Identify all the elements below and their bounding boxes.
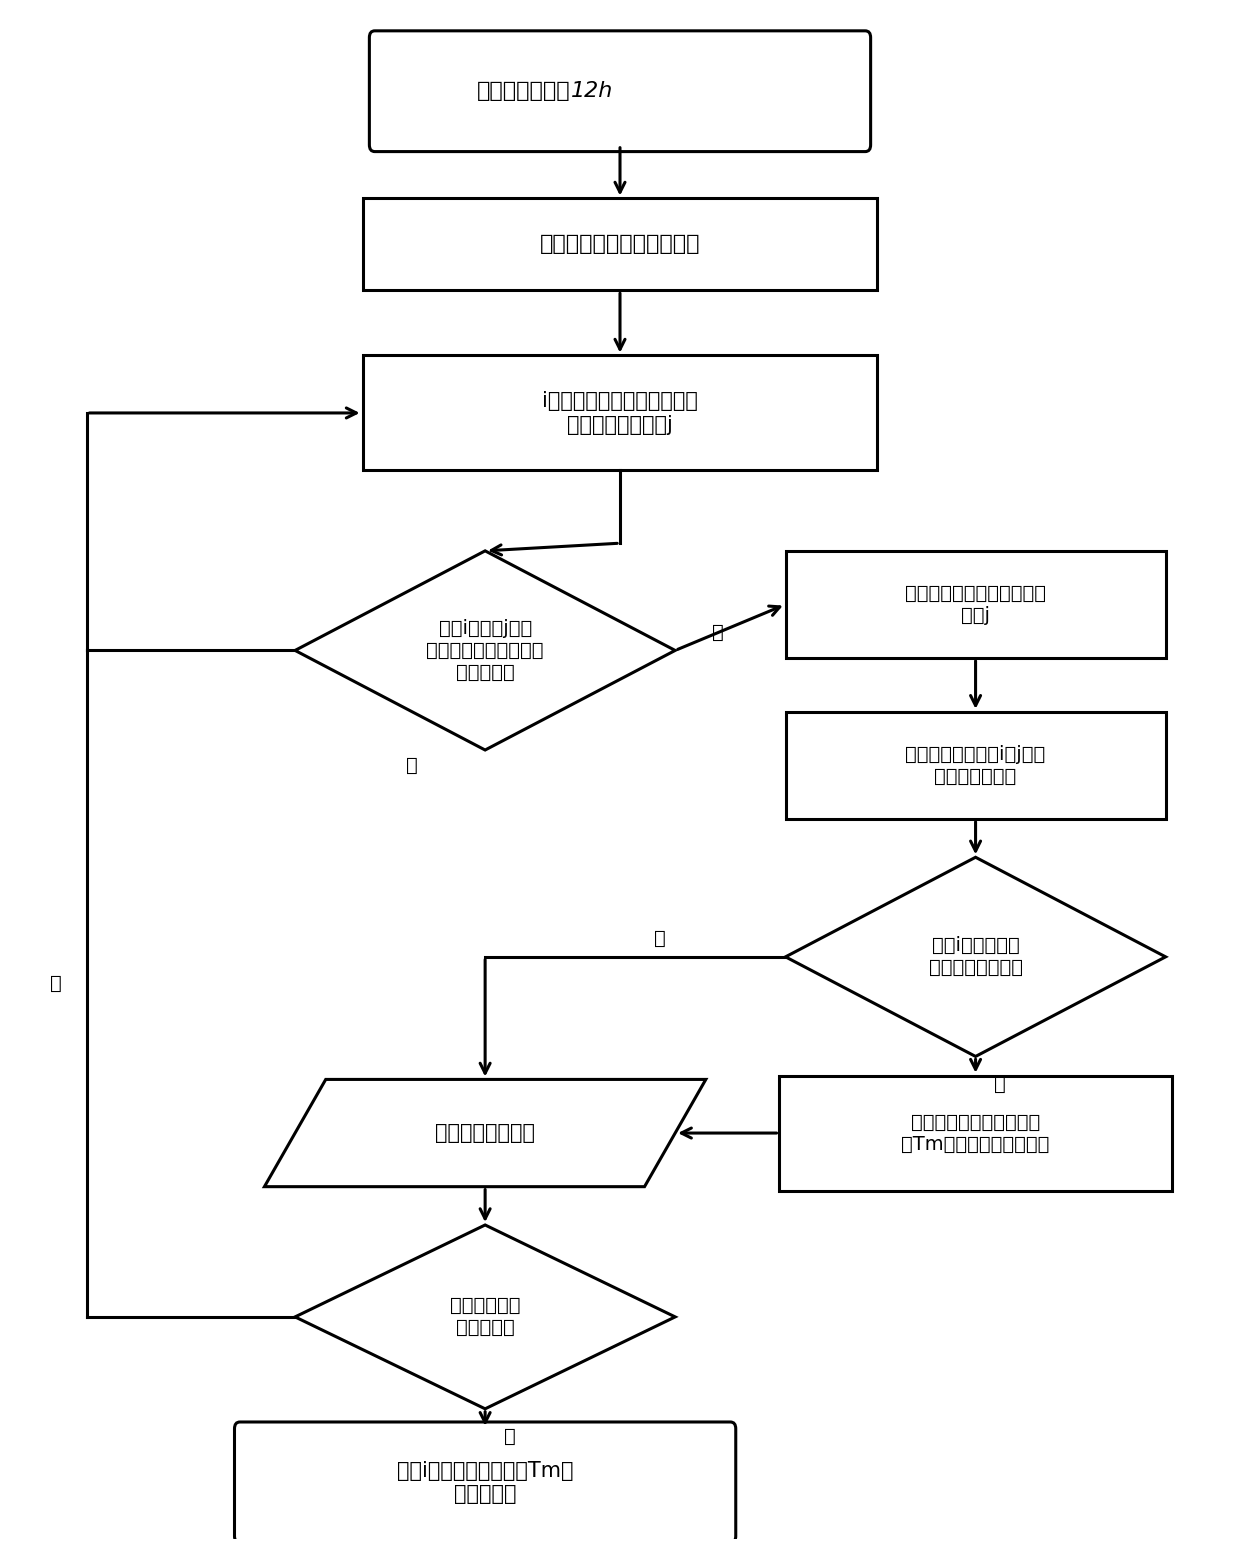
Text: 是: 是 — [50, 974, 62, 993]
Bar — [785, 550, 1166, 659]
Polygon shape — [264, 1079, 706, 1187]
Polygon shape — [295, 550, 675, 750]
Text: 组合用地停车
场遍历结束: 组合用地停车 场遍历结束 — [450, 1297, 521, 1337]
Text: 否: 否 — [994, 1074, 1006, 1093]
Polygon shape — [785, 858, 1166, 1056]
Text: 某停车时长，如: 某停车时长，如 — [477, 82, 570, 100]
Text: 选取下一个停车场: 选取下一个停车场 — [435, 1122, 536, 1142]
Text: 获得i时刻此停车时长（Tm）
的共享供给: 获得i时刻此停车时长（Tm） 的共享供给 — [397, 1461, 573, 1504]
Text: 否: 否 — [405, 756, 418, 775]
FancyBboxPatch shape — [234, 1422, 735, 1543]
Text: 12h: 12h — [570, 82, 614, 100]
Bar — [362, 198, 878, 291]
Text: 判断组合用地第一个停车场: 判断组合用地第一个停车场 — [539, 235, 701, 255]
Text: 否: 否 — [503, 1427, 516, 1446]
FancyBboxPatch shape — [370, 31, 870, 152]
Text: 是: 是 — [653, 929, 666, 948]
Bar — [362, 356, 878, 470]
Text: 是: 是 — [712, 623, 724, 642]
Text: 判断i时刻到j时刻
的时间段长度是否大于
此停车时长: 判断i时刻到j时刻 的时间段长度是否大于 此停车时长 — [427, 618, 544, 682]
Text: 计算此停车时长车辆的离场
时刻j: 计算此停车时长车辆的离场 时刻j — [905, 584, 1047, 625]
Bar — [785, 711, 1166, 819]
Bar — [780, 1076, 1172, 1190]
Polygon shape — [295, 1224, 675, 1408]
Text: 判断i时刻占有率
是否大于此最大值: 判断i时刻占有率 是否大于此最大值 — [929, 937, 1023, 977]
Text: 计算此停车场对停车时长
（Tm）的共享供给泊位数: 计算此停车场对停车时长 （Tm）的共享供给泊位数 — [901, 1113, 1050, 1153]
Text: 确定停车场在时刻i与j之间
泊位占用最大值: 确定停车场在时刻i与j之间 泊位占用最大值 — [905, 745, 1045, 785]
Text: i时刻之后，首先达到停车场
额定饱和度的时刻j: i时刻之后，首先达到停车场 额定饱和度的时刻j — [542, 391, 698, 434]
